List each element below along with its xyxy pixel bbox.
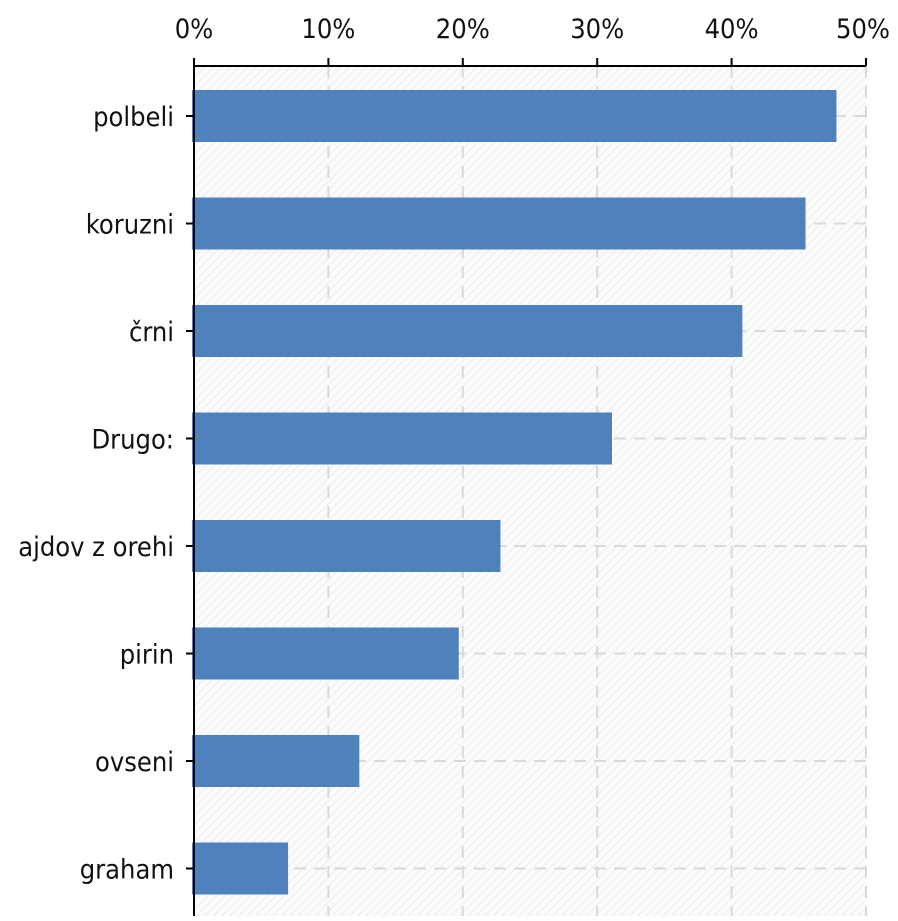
plot-area [194,66,866,916]
category-label: Drugo: [91,425,174,456]
bar [192,842,289,895]
bar [192,627,459,680]
category-label: graham [80,855,174,886]
bar [192,412,612,465]
x-tick-label: 10% [301,14,355,45]
bar [192,197,806,250]
x-tick-label: 40% [705,14,759,45]
category-label: pirin [120,640,174,671]
category-label: polbeli [93,102,174,133]
category-label: črni [129,317,174,348]
bars [192,90,837,895]
x-tick-label: 0% [175,14,214,45]
category-labels: polbeli koruzni črni Drugo: ajdov z orehi pir… [18,102,174,886]
bar [192,305,743,357]
axes [186,58,867,916]
x-tick-label: 20% [436,14,490,45]
category-label: ovseni [95,747,174,778]
bar [192,735,360,787]
x-tick-label: 50% [836,14,890,45]
category-label: ajdov z orehi [18,532,174,563]
bar [192,520,501,572]
x-tick-label: 30% [570,14,624,45]
x-tick-labels: 0% 10% 20% 30% 40% 50% [175,14,890,45]
bar [192,90,837,142]
category-label: koruzni [86,210,174,241]
